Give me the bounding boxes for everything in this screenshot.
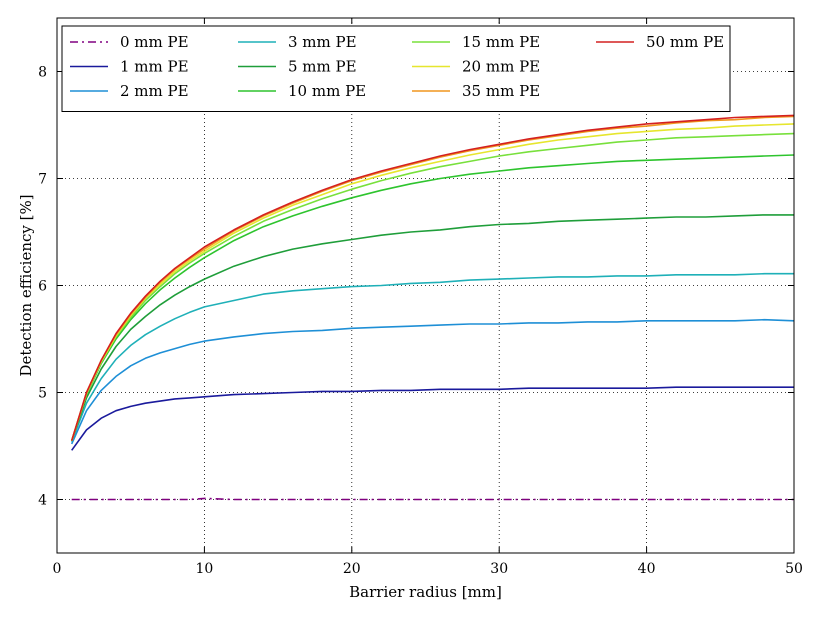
x-tick-label: 40 [638, 561, 656, 577]
x-tick-label: 20 [343, 561, 361, 577]
y-tick-label: 5 [38, 386, 47, 402]
series-line-6 [70, 132, 795, 441]
series-line-9 [70, 114, 795, 441]
y-tick-label: 7 [38, 172, 47, 188]
series-line-5 [70, 154, 795, 441]
axis-ticks: 0 10 20 30 40 50 4 5 6 7 8 [38, 18, 803, 577]
legend-label-1: 1 mm PE [120, 58, 189, 76]
series-line-1 [71, 386, 794, 451]
x-tick-label: 10 [195, 561, 213, 577]
series-line-2 [70, 318, 795, 445]
series-line-4 [70, 214, 794, 441]
series-line-0 [71, 497, 794, 501]
y-axis-label: Detection efficiency [%] [17, 194, 35, 376]
series-lines [70, 114, 795, 501]
y-tick-label: 8 [38, 65, 47, 81]
legend: 0 mm PE 1 mm PE 2 mm PE 3 mm PE 5 mm PE 10 mm… [61, 25, 731, 112]
y-tick-label: 6 [38, 279, 47, 295]
legend-label-0: 0 mm PE [120, 33, 189, 51]
legend-label-9: 50 mm PE [646, 33, 724, 51]
legend-label-8: 35 mm PE [462, 82, 540, 100]
x-axis-label: Barrier radius [mm] [349, 583, 502, 601]
legend-label-4: 5 mm PE [288, 58, 357, 76]
legend-label-5: 10 mm PE [288, 82, 366, 100]
x-tick-label: 50 [785, 561, 803, 577]
legend-label-7: 20 mm PE [462, 58, 540, 76]
series-line-8 [70, 115, 795, 441]
legend-label-2: 2 mm PE [120, 82, 189, 100]
x-tick-label: 30 [490, 561, 508, 577]
legend-label-3: 3 mm PE [288, 33, 357, 51]
y-tick-label: 4 [38, 493, 47, 509]
series-line-3 [70, 272, 794, 442]
legend-label-6: 15 mm PE [462, 33, 540, 51]
legend-box [61, 25, 731, 112]
x-tick-label: 0 [53, 561, 62, 577]
